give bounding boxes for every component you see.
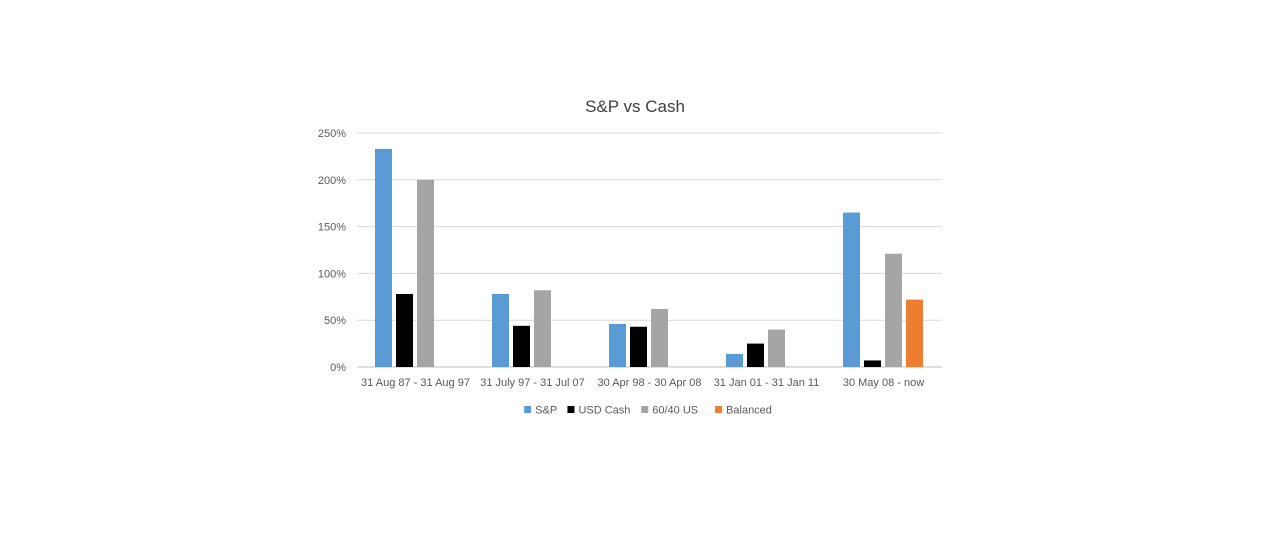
legend-label: Balanced <box>726 405 772 417</box>
bar-s-p-5 <box>843 212 860 367</box>
legend-swatch <box>715 406 723 413</box>
y-tick-label: 200% <box>318 175 346 187</box>
legend-swatch <box>641 406 649 413</box>
bar-s-p-4 <box>726 353 743 367</box>
bar-60-40-us-5 <box>885 253 902 367</box>
bar-60-40-us-1 <box>417 179 434 367</box>
legend-swatch <box>524 406 532 413</box>
legend-swatch <box>567 406 575 413</box>
y-tick-label: 150% <box>318 222 346 234</box>
y-tick-label: 0% <box>330 362 346 374</box>
legend-label: S&P <box>535 405 557 417</box>
bar-60-40-us-2 <box>534 290 551 367</box>
x-axis-tick-labels: 31 Aug 87 - 31 Aug 97 31 July 97 - 31 Jul… <box>361 377 924 389</box>
bar-60-40-us-3 <box>651 308 668 367</box>
bar-balanced-5 <box>906 299 923 367</box>
legend-label: USD Cash <box>578 405 630 417</box>
x-tick-label: 30 Apr 98 - 30 Apr 08 <box>598 377 702 389</box>
y-tick-label: 50% <box>324 315 346 327</box>
y-tick-label: 100% <box>318 268 346 280</box>
legend-label: 60/40 US <box>652 405 698 417</box>
bar-usd-cash-4 <box>747 343 764 367</box>
bar-usd-cash-5 <box>864 360 881 367</box>
bar-usd-cash-1 <box>396 293 413 367</box>
x-tick-label: 30 May 08 - now <box>843 377 924 389</box>
bar-s-p-2 <box>492 293 509 367</box>
bar-s-p-3 <box>609 323 626 367</box>
bar-s-p-1 <box>375 148 392 367</box>
bar-usd-cash-3 <box>630 326 647 367</box>
bars <box>375 148 923 367</box>
x-tick-label: 31 Aug 87 - 31 Aug 97 <box>361 377 470 389</box>
x-tick-label: 31 Jan 01 - 31 Jan 11 <box>714 377 820 389</box>
bar-usd-cash-2 <box>513 325 530 367</box>
chart-title: S&P vs Cash <box>585 97 685 116</box>
y-tick-label: 250% <box>318 128 346 140</box>
bar-60-40-us-4 <box>768 329 785 367</box>
legend: S&P USD Cash 60/40 US Balanced <box>524 405 772 417</box>
y-axis-tick-labels: 0% 50% 100% 150% 200% 250% <box>318 128 346 374</box>
x-tick-label: 31 July 97 - 31 Jul 07 <box>480 377 585 389</box>
